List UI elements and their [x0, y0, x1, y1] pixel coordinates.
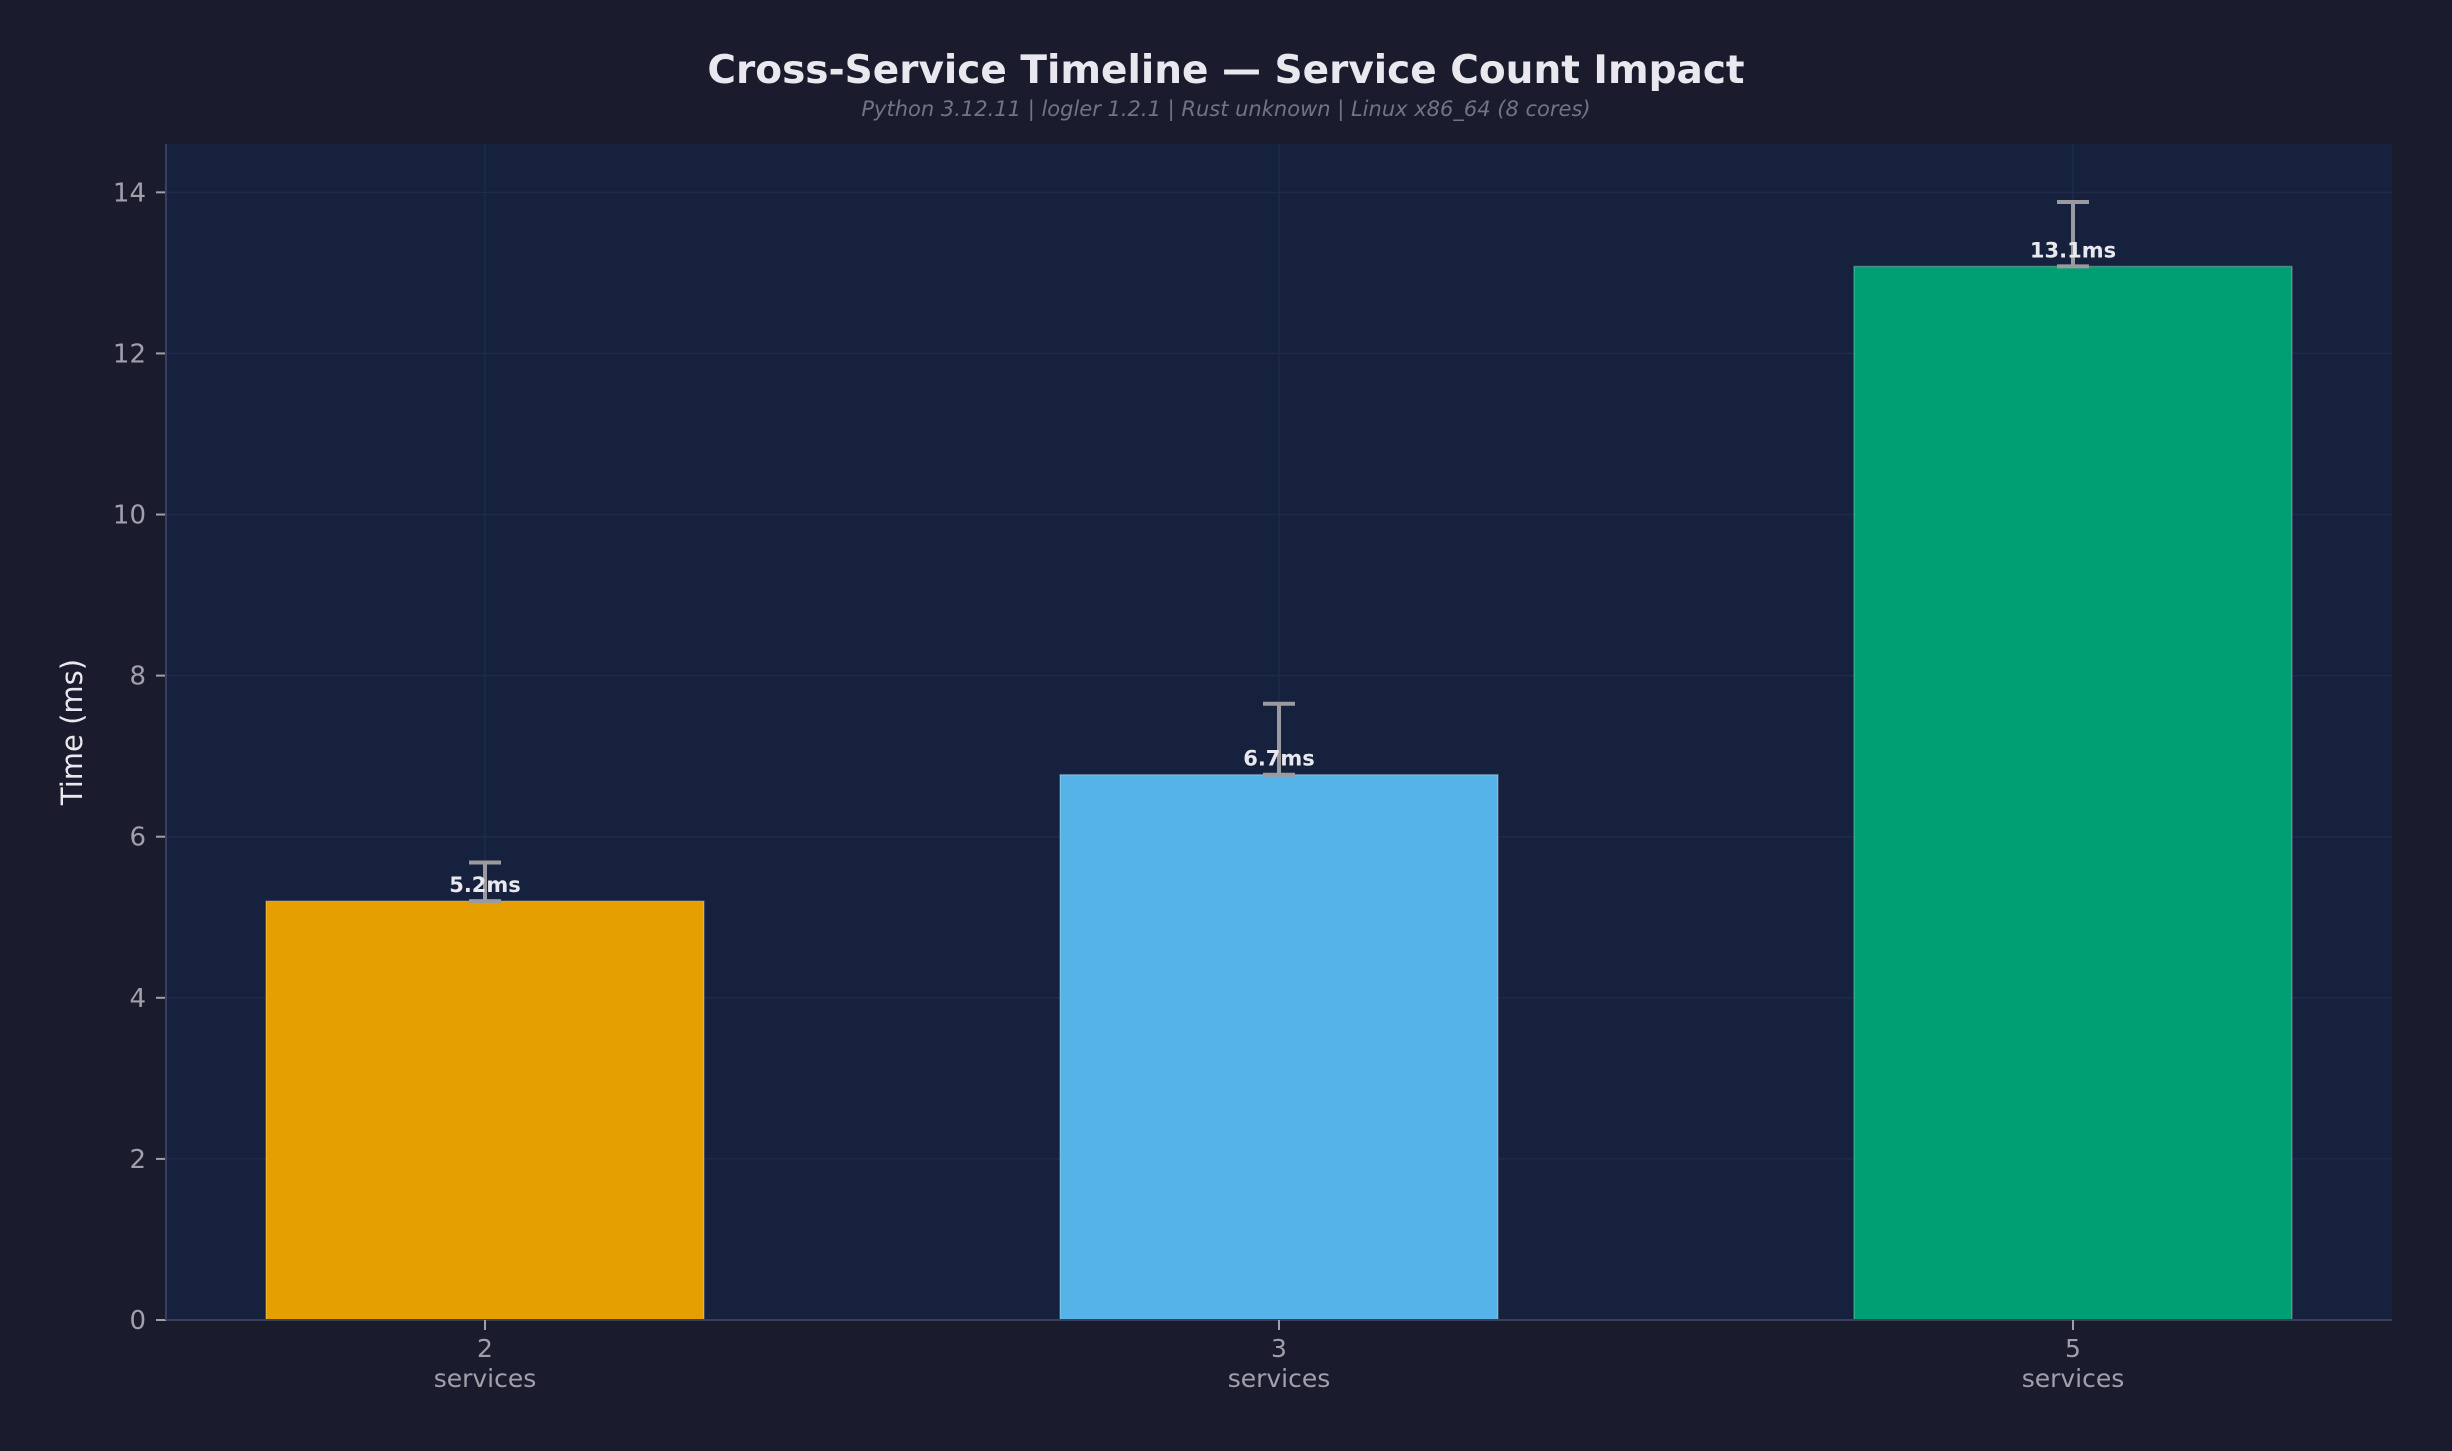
error-bar — [2057, 199, 2089, 269]
chart-subtitle: Python 3.12.11 | logler 1.2.1 | Rust unk… — [861, 97, 1591, 121]
y-tick-label: 8 — [129, 662, 146, 692]
bar-3-services — [1059, 773, 1499, 1321]
bar-2-services — [265, 900, 705, 1321]
y-axis-label: Time (ms) — [55, 659, 89, 806]
x-tick-sublabel: services — [1228, 1364, 1331, 1393]
bar-value-label: 13.1ms — [2030, 238, 2116, 262]
y-tick-label: 4 — [129, 984, 146, 1014]
error-bar — [469, 860, 501, 904]
bar-5-services — [1853, 265, 2293, 1321]
bar-value-label: 5.2ms — [449, 873, 521, 897]
error-bar — [1263, 701, 1295, 777]
y-tick-label: 14 — [113, 178, 146, 208]
x-tick-sublabel: services — [434, 1364, 537, 1393]
bar-value-label: 6.7ms — [1243, 747, 1315, 771]
x-tick-label: 5 — [2065, 1334, 2081, 1363]
x-tick-label: 2 — [477, 1334, 493, 1363]
x-tick-label: 3 — [1271, 1334, 1287, 1363]
y-tick-label: 6 — [129, 823, 146, 853]
y-tick-label: 2 — [129, 1145, 146, 1175]
y-tick-label: 12 — [113, 339, 146, 369]
y-tick-label: 10 — [113, 501, 146, 531]
x-tick-sublabel: services — [2022, 1364, 2125, 1393]
chart-title: Cross-Service Timeline — Service Count I… — [707, 48, 1745, 93]
y-tick-label: 0 — [129, 1306, 146, 1336]
